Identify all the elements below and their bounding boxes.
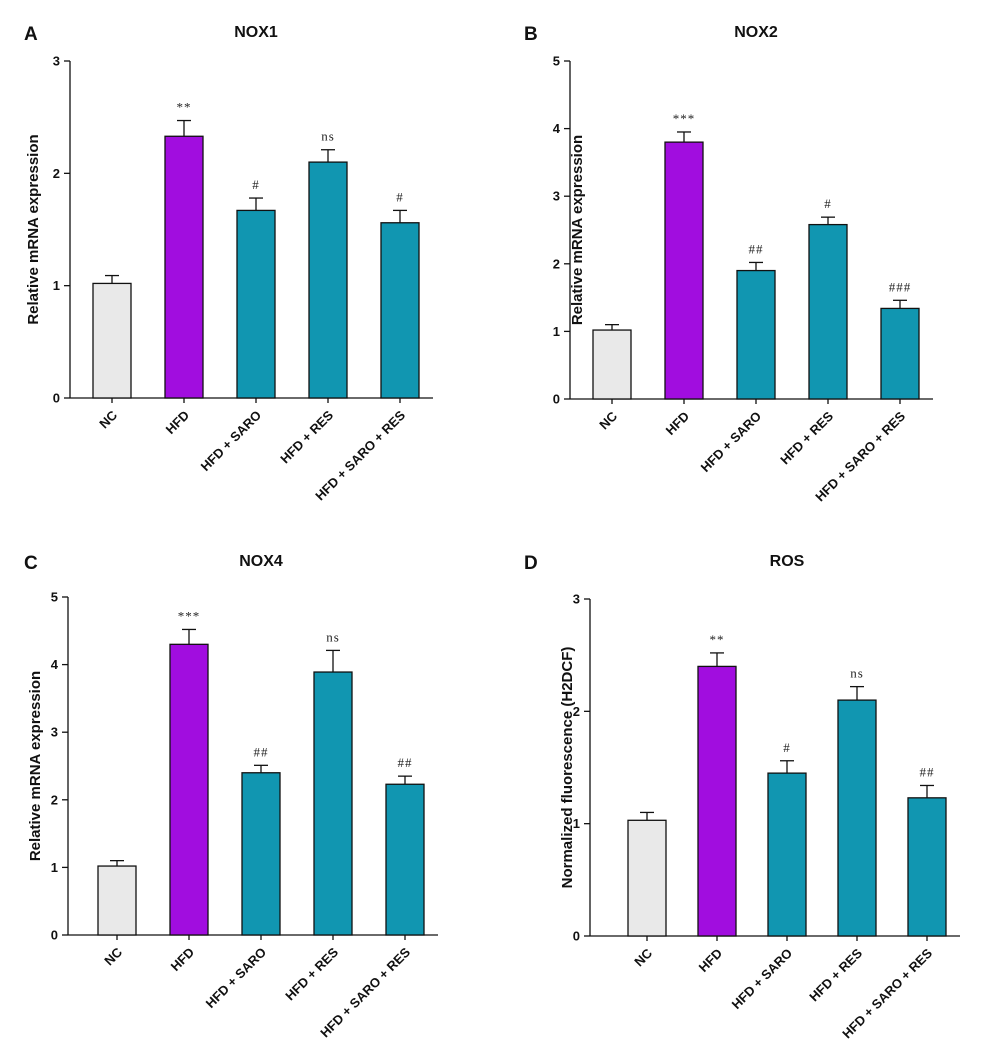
bar-hfd-saro <box>241 772 281 936</box>
x-tick-label: HFD <box>168 945 197 974</box>
bar-hfd-saro-res <box>907 797 947 937</box>
bar-hfd-saro-res <box>385 783 425 936</box>
panel-label: A <box>24 24 38 45</box>
x-tick-label: HFD + RES <box>282 944 341 1003</box>
significance-label: ns <box>850 666 864 681</box>
y-tick-label: 4 <box>553 121 561 136</box>
x-tick-label: HFD + SARO <box>198 408 265 475</box>
y-axis-label: Normalized fluorescence (H2DCF) <box>559 647 576 889</box>
x-tick-label: HFD <box>163 408 192 437</box>
panel-c: C NOX4 Relative mRNA expression 0 1 2 3 4 5 NC ***… <box>0 529 500 1058</box>
y-axis-label: Relative mRNA expression <box>27 671 44 861</box>
y-tick-label: 3 <box>53 54 60 69</box>
x-tick-label: NC <box>101 944 125 968</box>
significance-label: # <box>783 740 791 755</box>
y-tick-label: 1 <box>51 860 58 875</box>
panel-label: D <box>524 553 538 574</box>
bar-hfd <box>664 141 704 400</box>
significance-label: ns <box>326 629 340 644</box>
chart-nox2: B NOX2 Relative mRNA expression 0 1 2 3 4 5 NC ***… <box>524 24 933 504</box>
y-tick-label: 3 <box>553 189 560 204</box>
y-axis-label: Relative mRNA expression <box>569 135 586 325</box>
x-tick-label: HFD + SARO <box>698 409 765 476</box>
y-tick-label: 0 <box>51 928 58 943</box>
bar-hfd-res <box>808 223 848 400</box>
y-tick-label: 5 <box>51 590 58 605</box>
y-tick-label: 3 <box>573 592 580 607</box>
bar-nc <box>627 819 667 937</box>
x-tick-label: NC <box>96 407 120 431</box>
y-axis-label: Relative mRNA expression <box>25 134 42 324</box>
bar-nc <box>592 329 632 400</box>
x-tick-label: HFD + RES <box>277 407 336 466</box>
bar-hfd-res <box>308 161 348 399</box>
significance-label: *** <box>673 111 696 126</box>
bar-hfd-res <box>837 699 877 937</box>
x-tick-label: HFD + RES <box>777 408 836 467</box>
significance-label: ## <box>749 241 764 256</box>
bar-hfd-saro <box>767 772 807 937</box>
y-tick-label: 1 <box>553 324 560 339</box>
significance-label: *** <box>178 608 201 623</box>
y-tick-label: 0 <box>573 929 580 944</box>
significance-label: # <box>824 196 832 211</box>
bar-hfd-saro <box>736 269 776 400</box>
bar-hfd <box>697 665 737 937</box>
chart-title: NOX1 <box>234 24 278 41</box>
bar-hfd-res <box>313 671 353 936</box>
panel-a: A NOX1 Relative mRNA expression 0 1 2 3 NC ** HFD… <box>0 0 500 529</box>
significance-label: # <box>252 177 260 192</box>
x-tick-label: NC <box>631 945 655 969</box>
bar-hfd-saro <box>236 209 276 399</box>
panel-label: C <box>24 553 38 574</box>
y-tick-label: 2 <box>553 256 560 271</box>
y-tick-label: 0 <box>553 392 560 407</box>
x-tick-label: NC <box>596 408 620 432</box>
bar-hfd <box>169 643 209 936</box>
panel-d: D ROS Normalized fluorescence (H2DCF) 0 1 2 3 N… <box>500 529 1000 1058</box>
chart-ros: D ROS Normalized fluorescence (H2DCF) 0 1 2 3 N… <box>524 553 960 1041</box>
significance-label: ## <box>920 764 935 779</box>
panel-b: B NOX2 Relative mRNA expression 0 1 2 3 4 5 NC ***… <box>500 0 1000 529</box>
y-tick-label: 0 <box>53 391 60 406</box>
chart-title: NOX4 <box>239 553 283 570</box>
chart-nox4: C NOX4 Relative mRNA expression 0 1 2 3 4 5 NC ***… <box>24 553 438 1040</box>
significance-label: ** <box>710 632 725 647</box>
significance-label: # <box>396 189 404 204</box>
y-tick-label: 2 <box>51 792 58 807</box>
y-tick-label: 2 <box>53 166 60 181</box>
significance-label: ** <box>177 100 192 115</box>
y-tick-label: 1 <box>573 816 580 831</box>
bar-hfd <box>164 135 204 399</box>
bar-nc <box>92 282 132 399</box>
x-tick-label: HFD <box>696 946 725 975</box>
panel-label: B <box>524 24 538 45</box>
y-tick-label: 2 <box>573 704 580 719</box>
significance-label: ### <box>889 279 912 294</box>
chart-title: NOX2 <box>734 24 778 41</box>
bar-hfd-saro-res <box>380 222 420 399</box>
y-tick-label: 5 <box>553 54 560 69</box>
y-tick-label: 4 <box>51 657 59 672</box>
x-tick-label: HFD <box>663 409 692 438</box>
significance-label: ## <box>254 744 269 759</box>
x-tick-label: HFD + RES <box>806 945 865 1004</box>
chart-title: ROS <box>770 553 805 570</box>
chart-nox1: A NOX1 Relative mRNA expression 0 1 2 3 NC ** HFD… <box>24 24 433 503</box>
y-tick-label: 1 <box>53 278 60 293</box>
x-tick-label: HFD + SARO <box>203 945 270 1012</box>
bar-nc <box>97 865 137 936</box>
bar-hfd-saro-res <box>880 307 920 400</box>
significance-label: ## <box>398 755 413 770</box>
significance-label: ns <box>321 129 335 144</box>
x-tick-label: HFD + SARO <box>729 946 796 1013</box>
y-tick-label: 3 <box>51 725 58 740</box>
